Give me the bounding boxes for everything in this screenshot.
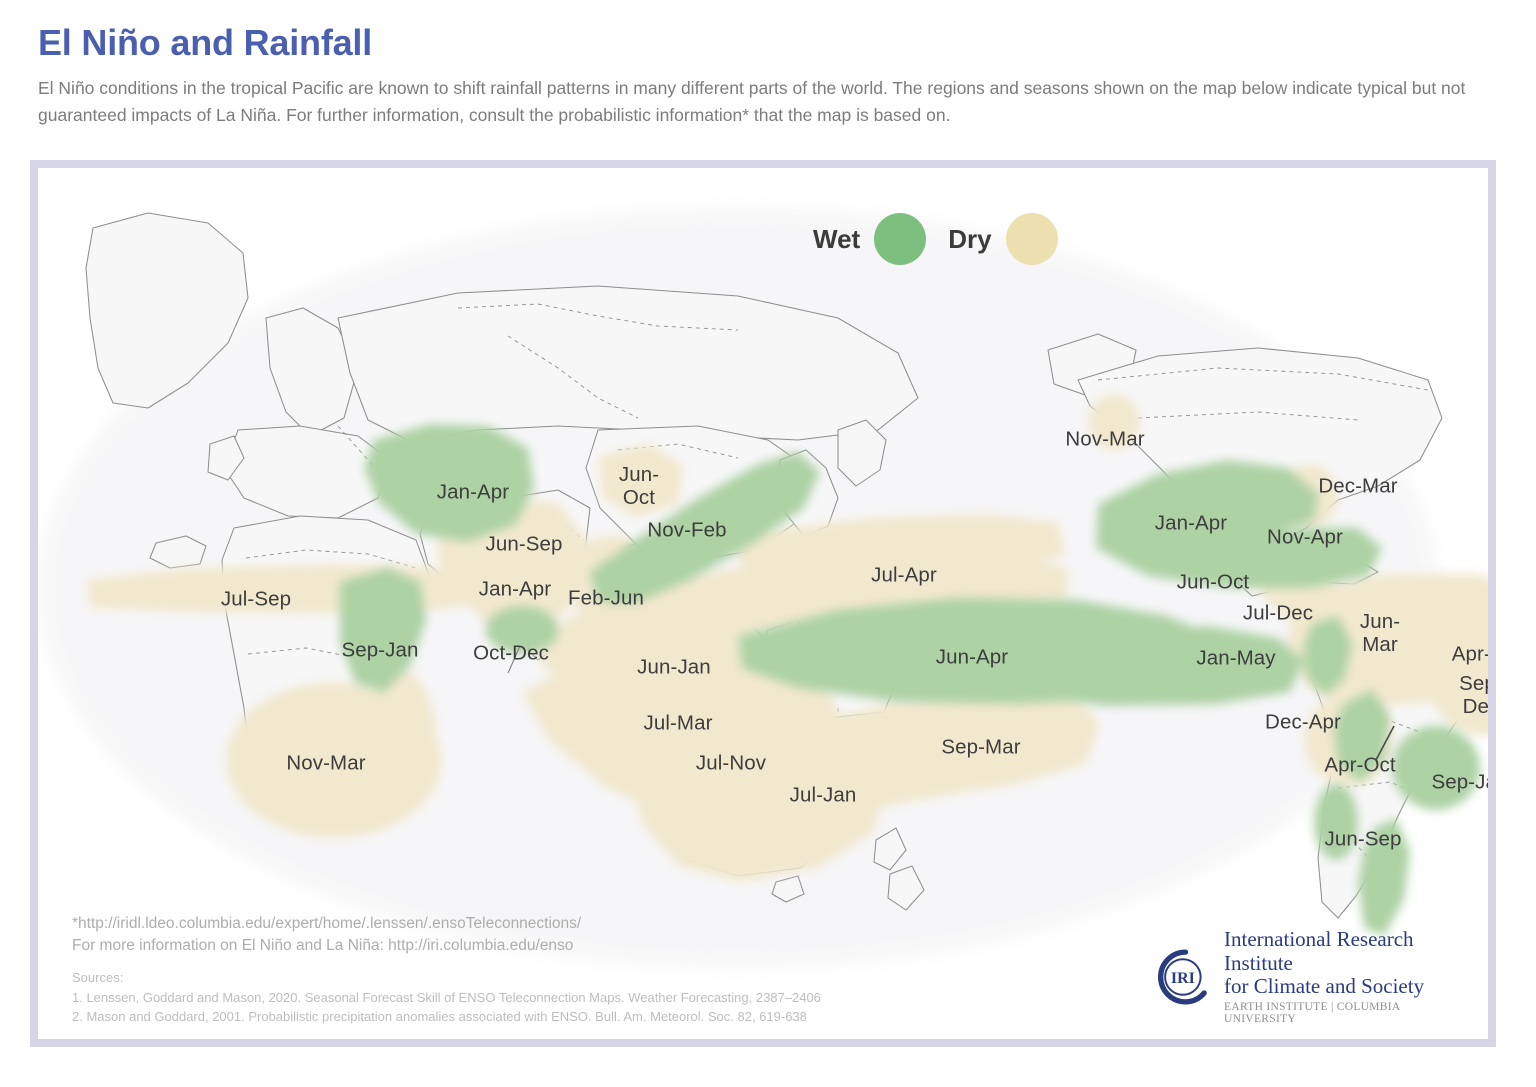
region-label-southeast-south-america: Sep-Jan — [1431, 770, 1488, 794]
map-legend: Wet Dry — [813, 213, 1058, 265]
region-label-india-winter: Jan-Apr — [478, 577, 552, 601]
leader-lines-thin — [507, 645, 521, 674]
region-label-pacific-northwest: Nov-Mar — [1065, 427, 1145, 451]
iri-wordmark: International Research Institute for Cli… — [1224, 927, 1458, 1026]
sources-block: Sources: 1. Lenssen, Goddard and Mason, … — [72, 968, 821, 1027]
footnotes-block: *http://iridl.ldeo.columbia.edu/expert/h… — [72, 913, 581, 958]
legend-wet-label: Wet — [813, 223, 861, 254]
region-label-central-pacific-dry: Jul-Apr — [871, 563, 937, 587]
source-reference-2: 2. Mason and Goddard, 2001. Probabilisti… — [72, 1009, 807, 1024]
svg-text:IRI: IRI — [1171, 970, 1195, 987]
region-label-northeast-asia: Jun- Oct — [618, 463, 660, 509]
region-label-indonesia-west: Jul-Mar — [643, 711, 713, 735]
footnote-more-info: For more information on El Niño and La N… — [72, 937, 574, 955]
region-label-eastern-pacific-wet: Jan-May — [1196, 646, 1276, 670]
map-panel: Wet Dry Jul-Sep Sep-Jan Nov-Mar Jan-Apr Jun-… — [30, 160, 1496, 1047]
page-title: El Niño and Rainfall — [38, 22, 373, 63]
region-label-chile-patagonia: Jun-Sep — [1324, 827, 1402, 851]
region-label-altiplano: Apr-Oct — [1324, 753, 1396, 777]
legend-dry-label: Dry — [948, 223, 992, 254]
iri-name-line2: for Climate and Society — [1224, 974, 1425, 999]
leader-lines — [1375, 725, 1395, 761]
iri-affiliation: EARTH INSTITUTE | COLUMBIA UNIVERSITY — [1224, 1000, 1400, 1026]
region-label-india-summer: Jun-Sep — [485, 532, 563, 556]
region-label-south-pacific: Sep-Mar — [941, 735, 1021, 759]
world-map-graphic — [38, 168, 1488, 1039]
iri-branding: IRI International Research Institute for… — [1158, 927, 1458, 1039]
region-label-southeast-brazil: Sep- Dec — [1459, 672, 1488, 718]
region-label-maritime-continent: Jun-Jan — [637, 655, 711, 679]
legend-wet: Wet — [813, 213, 927, 265]
region-label-australia-east: Jul-Jan — [789, 783, 857, 807]
region-label-mexico-summer: Jun-Oct — [1176, 570, 1250, 594]
region-label-northeast-brazil: Apr-Jun — [1451, 642, 1488, 666]
region-label-central-asia: Jan-Apr — [436, 480, 510, 504]
sources-heading: Sources: — [72, 970, 124, 985]
page-header: El Niño and Rainfall El Niño conditions … — [38, 22, 1508, 128]
legend-dry: Dry — [948, 213, 1058, 265]
region-label-southern-us: Jan-Apr — [1154, 511, 1228, 535]
footnote-source-url: *http://iridl.ldeo.columbia.edu/expert/h… — [72, 915, 582, 932]
intro-paragraph: El Niño conditions in the tropical Pacif… — [38, 78, 1466, 125]
iri-name-line1: International Research Institute — [1224, 927, 1414, 975]
region-label-amazon-north: Jun- Mar — [1359, 610, 1401, 656]
region-label-east-africa: Sep-Jan — [341, 638, 419, 662]
region-label-japan-korea: Nov-Feb — [647, 518, 727, 542]
legend-wet-swatch — [874, 213, 927, 265]
iri-logo-row: IRI International Research Institute for… — [1158, 927, 1458, 1026]
wet-regions — [340, 424, 1480, 936]
region-label-florida-southeast: Dec-Mar — [1318, 474, 1398, 498]
region-label-equatorial-pacific-wet: Jun-Apr — [935, 645, 1009, 669]
iri-logo-icon: IRI — [1158, 949, 1207, 1005]
source-reference-1: 1. Lenssen, Goddard and Mason, 2020. Sea… — [72, 989, 821, 1005]
region-label-indochina: Feb-Jun — [568, 586, 644, 610]
legend-dry-swatch — [1005, 213, 1058, 265]
region-label-southern-africa: Nov-Mar — [286, 751, 366, 775]
map-stage: Wet Dry Jul-Sep Sep-Jan Nov-Mar Jan-Apr Jun-… — [38, 168, 1488, 1039]
region-label-australia-west: Jul-Nov — [695, 751, 767, 775]
region-label-gulf-mexico: Nov-Apr — [1267, 525, 1343, 549]
region-label-central-america: Jul-Dec — [1242, 601, 1314, 625]
region-label-sahel-west-africa: Jul-Sep — [220, 587, 292, 611]
region-label-sri-lanka: Oct-Dec — [473, 641, 549, 665]
region-label-andes-north: Dec-Apr — [1265, 710, 1341, 734]
